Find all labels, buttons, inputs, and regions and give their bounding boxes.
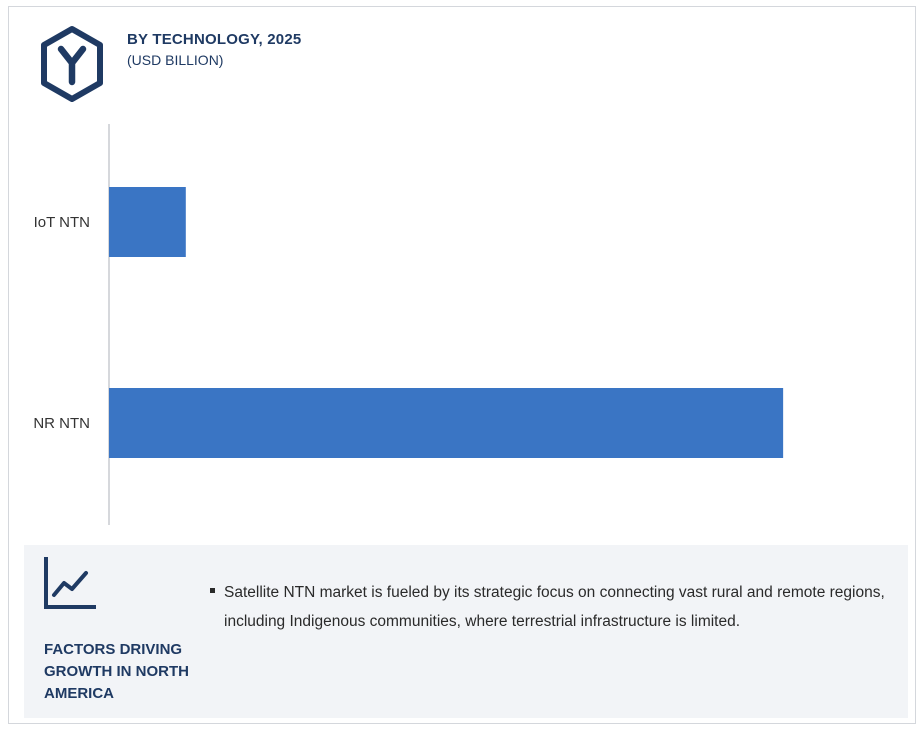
hexagon-y-icon (41, 26, 103, 102)
bar-chart: IoT NTN NR NTN (33, 124, 784, 525)
bar-nr-ntn (109, 388, 784, 458)
category-label: NR NTN (33, 415, 90, 432)
chart-subtitle: (USD BILLION) (127, 52, 224, 68)
factors-title: FACTORS DRIVING GROWTH IN NORTH AMERICA (44, 641, 189, 702)
factor-bullet-text: Satellite NTN market is fueled by its st… (224, 584, 885, 630)
trend-chart-icon (44, 557, 96, 609)
chart-title: BY TECHNOLOGY, 2025 (127, 31, 302, 48)
category-label: IoT NTN (34, 214, 90, 231)
factor-bullet: Satellite NTN market is fueled by its st… (210, 578, 900, 636)
bar-iot-ntn (109, 187, 186, 257)
growth-factors-panel: FACTORS DRIVING GROWTH IN NORTH AMERICA … (24, 545, 908, 718)
bullet-marker (210, 588, 215, 593)
